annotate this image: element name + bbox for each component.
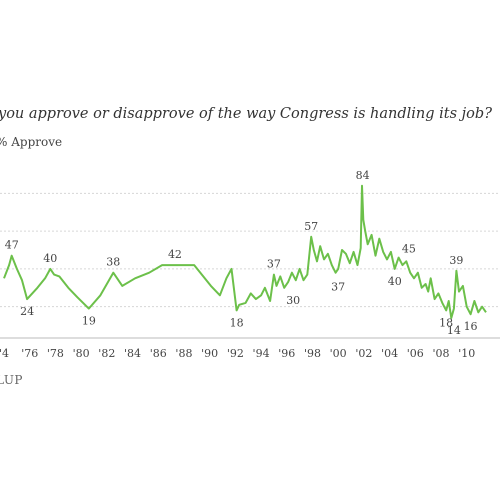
series-label: % Approve: [0, 135, 63, 149]
data-label: 14: [447, 324, 461, 337]
chart-question-title: you approve or disapprove of the way Con…: [0, 106, 492, 122]
series-line-approve: [3, 184, 487, 319]
x-tick-label: '88: [175, 347, 192, 360]
x-tick-label: '06: [407, 347, 424, 360]
data-label: 37: [267, 258, 281, 271]
x-tick-label: '82: [98, 347, 115, 360]
x-tick-label: '86: [150, 347, 167, 360]
x-tick-label: '08: [432, 347, 449, 360]
x-tick-label: '84: [124, 347, 141, 360]
data-label: 37: [331, 281, 345, 294]
data-label: 40: [388, 275, 402, 288]
x-tick-label: '00: [330, 347, 347, 360]
x-tick-label: '4: [0, 347, 9, 360]
x-tick-label: '76: [21, 347, 38, 360]
data-label: 39: [449, 254, 463, 267]
data-label: 18: [439, 316, 453, 329]
series-layer: [3, 184, 487, 319]
x-tick-label: '96: [278, 347, 295, 360]
x-tick-label: '78: [47, 347, 64, 360]
x-tick-label: '10: [458, 347, 475, 360]
data-label: 24: [20, 305, 34, 318]
x-tick-label: '04: [381, 347, 398, 360]
x-tick-labels: '4 '76 '78 '80 '82 '84 '86 '88 '90 '92 '94 '96 '98 '0…: [0, 347, 475, 360]
data-label: 84: [356, 169, 370, 182]
x-tick-label: '92: [227, 347, 244, 360]
data-label: 47: [5, 239, 19, 252]
data-label: 42: [168, 248, 182, 261]
x-tick-label: '94: [253, 347, 270, 360]
data-label: 45: [402, 242, 416, 255]
x-tick-label: '90: [201, 347, 218, 360]
gridlines: [0, 192, 500, 308]
data-label: 57: [304, 220, 318, 233]
x-tick-label: '98: [304, 347, 321, 360]
x-tick-label: '80: [73, 347, 90, 360]
data-label: 16: [464, 320, 478, 333]
data-label: 40: [43, 252, 57, 265]
data-label: 38: [106, 256, 120, 269]
source-logo-text: LUP: [0, 373, 23, 387]
x-tick-label: '02: [355, 347, 372, 360]
data-label: 19: [82, 315, 96, 328]
data-label: 30: [286, 294, 300, 307]
data-label: 18: [230, 316, 244, 329]
